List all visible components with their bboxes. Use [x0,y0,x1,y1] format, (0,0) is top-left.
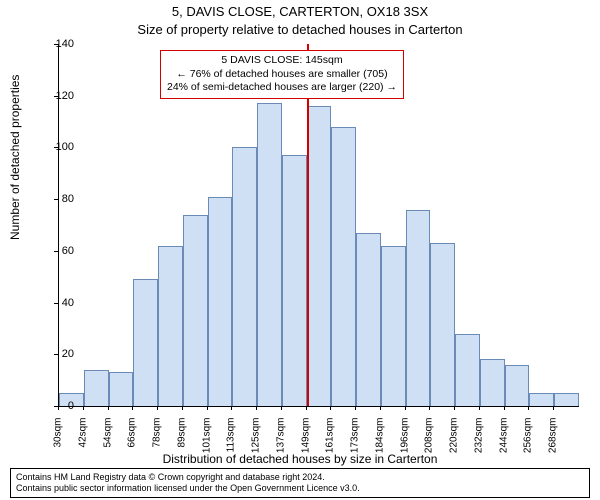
histogram-bar [183,215,208,406]
x-tick-label: 137sqm [275,418,286,468]
footer-line: Contains public sector information licen… [16,483,584,494]
histogram-bar [109,372,134,406]
chart-container: 5, DAVIS CLOSE, CARTERTON, OX18 3SX Size… [0,0,600,500]
x-tick-mark [157,406,158,410]
x-tick-label: 89sqm [176,418,187,468]
y-tick-mark [54,147,58,148]
y-tick-label: 0 [44,400,74,412]
x-tick-label: 42sqm [77,418,88,468]
x-tick-label: 268sqm [548,418,559,468]
x-tick-mark [207,406,208,410]
x-tick-mark [380,406,381,410]
x-tick-label: 113sqm [226,418,237,468]
histogram-bar [282,155,307,406]
x-tick-label: 196sqm [399,418,410,468]
chart-title-main: 5, DAVIS CLOSE, CARTERTON, OX18 3SX [0,4,600,19]
x-tick-mark [454,406,455,410]
chart-title-sub: Size of property relative to detached ho… [0,22,600,37]
histogram-bar [406,210,431,407]
histogram-bar [208,197,233,406]
x-tick-label: 125sqm [251,418,262,468]
histogram-bar [480,359,505,406]
x-tick-label: 232sqm [473,418,484,468]
x-tick-label: 173sqm [350,418,361,468]
x-tick-mark [83,406,84,410]
y-tick-label: 120 [44,90,74,102]
x-tick-mark [281,406,282,410]
x-tick-mark [429,406,430,410]
histogram-bar [133,279,158,406]
histogram-bar [331,127,356,406]
footer-attribution: Contains HM Land Registry data © Crown c… [10,468,590,498]
x-tick-mark [182,406,183,410]
x-tick-label: 66sqm [127,418,138,468]
x-tick-mark [479,406,480,410]
x-tick-mark [306,406,307,410]
x-tick-mark [355,406,356,410]
annotation-line: 5 DAVIS CLOSE: 145sqm [167,54,397,68]
x-tick-label: 256sqm [523,418,534,468]
x-tick-mark [504,406,505,410]
x-tick-label: 220sqm [449,418,460,468]
y-tick-mark [54,303,58,304]
annotation-line: ← 76% of detached houses are smaller (70… [167,68,397,82]
x-tick-mark [58,406,59,410]
histogram-bar [381,246,406,406]
histogram-bar [356,233,381,406]
annotation-line: 24% of semi-detached houses are larger (… [167,81,397,95]
y-tick-label: 80 [44,193,74,205]
y-tick-label: 140 [44,38,74,50]
x-tick-mark [528,406,529,410]
x-tick-mark [330,406,331,410]
y-tick-label: 20 [44,348,74,360]
y-tick-mark [54,199,58,200]
y-tick-mark [54,251,58,252]
x-tick-label: 161sqm [325,418,336,468]
x-tick-mark [256,406,257,410]
footer-line: Contains HM Land Registry data © Crown c… [16,472,584,483]
x-tick-mark [553,406,554,410]
histogram-bar [307,106,332,406]
histogram-bar [257,103,282,406]
x-tick-label: 101sqm [201,418,212,468]
y-axis-label: Number of detached properties [8,75,22,240]
y-tick-mark [54,44,58,45]
x-tick-mark [231,406,232,410]
histogram-bar [455,334,480,406]
x-tick-label: 30sqm [53,418,64,468]
y-tick-label: 40 [44,297,74,309]
x-tick-label: 54sqm [102,418,113,468]
x-tick-label: 244sqm [498,418,509,468]
x-tick-mark [132,406,133,410]
y-tick-label: 100 [44,141,74,153]
y-tick-label: 60 [44,245,74,257]
histogram-bar [430,243,455,406]
x-tick-label: 184sqm [374,418,385,468]
histogram-bar [529,393,554,406]
y-tick-mark [54,354,58,355]
histogram-bar [158,246,183,406]
histogram-bar [232,147,257,406]
annotation-box: 5 DAVIS CLOSE: 145sqm← 76% of detached h… [160,50,404,99]
histogram-bar [505,365,530,406]
x-tick-label: 78sqm [152,418,163,468]
y-tick-mark [54,96,58,97]
x-tick-mark [405,406,406,410]
x-tick-label: 208sqm [424,418,435,468]
x-tick-mark [108,406,109,410]
histogram-bar [84,370,109,406]
histogram-bar [554,393,579,406]
x-tick-label: 149sqm [300,418,311,468]
